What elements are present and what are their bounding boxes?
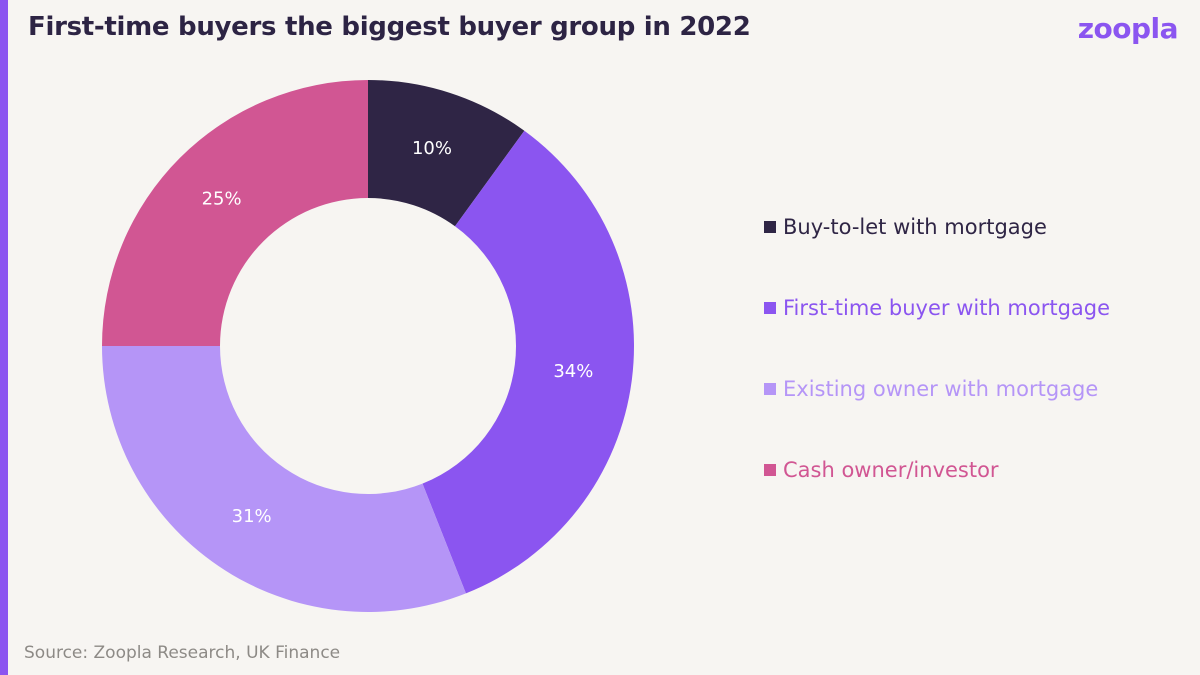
accent-bar — [0, 0, 8, 675]
legend-label: First-time buyer with mortgage — [783, 296, 1111, 320]
zoopla-logo: zoopla — [1077, 12, 1179, 45]
slice-label-2: 34% — [553, 361, 593, 382]
legend-item-3: Existing owner with mortgage — [764, 372, 1110, 406]
legend-swatch — [764, 464, 776, 476]
donut-slice-4 — [102, 80, 368, 346]
slice-label-3: 31% — [232, 506, 272, 527]
slice-label-1: 10% — [412, 138, 452, 159]
legend-item-4: Cash owner/investor — [764, 453, 1110, 487]
legend-label: Cash owner/investor — [783, 458, 999, 482]
legend-swatch — [764, 221, 776, 233]
legend-swatch — [764, 383, 776, 395]
donut-slice-3 — [102, 346, 466, 613]
legend-item-1: Buy-to-let with mortgage — [764, 210, 1110, 244]
legend-label: Existing owner with mortgage — [783, 377, 1099, 401]
chart-legend: Buy-to-let with mortgage First-time buyer… — [764, 210, 1110, 534]
source-note: Source: Zoopla Research, UK Finance — [24, 643, 341, 663]
legend-label: Buy-to-let with mortgage — [783, 215, 1047, 239]
chart-title: First-time buyers the biggest buyer grou… — [28, 12, 751, 42]
legend-item-2: First-time buyer with mortgage — [764, 291, 1110, 325]
slice-label-4: 25% — [202, 189, 242, 210]
donut-slice-2 — [422, 130, 635, 594]
donut-slice-1 — [368, 80, 525, 227]
legend-swatch — [764, 302, 776, 314]
